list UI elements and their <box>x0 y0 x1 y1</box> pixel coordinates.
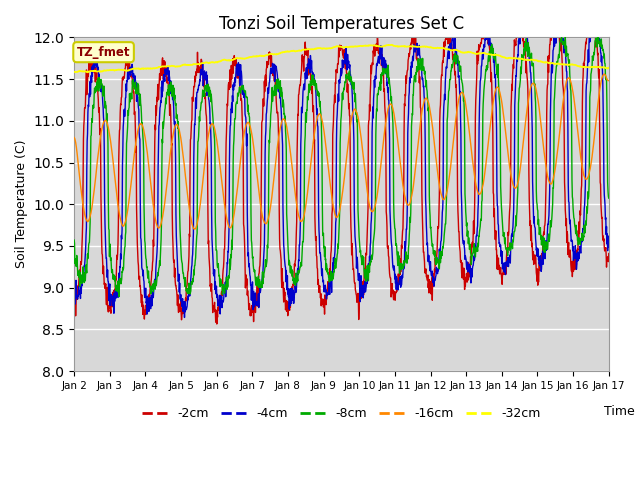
Title: Tonzi Soil Temperatures Set C: Tonzi Soil Temperatures Set C <box>219 15 464 33</box>
Y-axis label: Soil Temperature (C): Soil Temperature (C) <box>15 140 28 268</box>
X-axis label: Time: Time <box>604 405 635 418</box>
Text: TZ_fmet: TZ_fmet <box>77 46 131 59</box>
Legend: -2cm, -4cm, -8cm, -16cm, -32cm: -2cm, -4cm, -8cm, -16cm, -32cm <box>137 402 546 425</box>
